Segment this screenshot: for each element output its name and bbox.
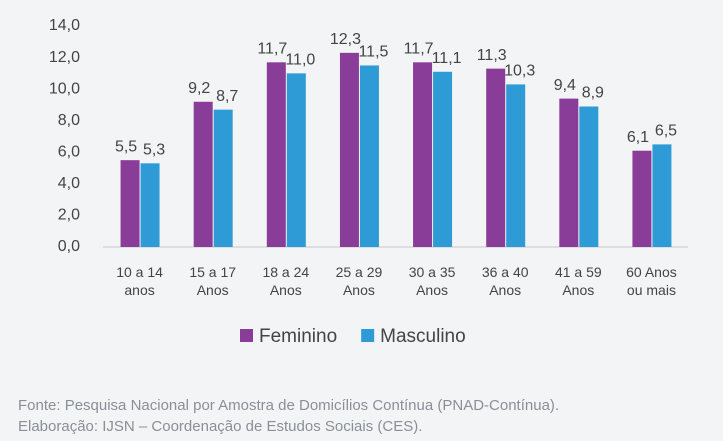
bar [486, 68, 506, 247]
bar [339, 52, 359, 248]
bar [506, 84, 526, 248]
value-label: 6,5 [655, 123, 677, 140]
x-tick-label: 30 a 35 Anos [408, 264, 456, 298]
bar [286, 73, 306, 247]
bar [632, 150, 652, 247]
x-tick-label: 25 a 29 Anos [335, 264, 383, 298]
value-label: 8,7 [216, 88, 238, 105]
value-label: 11,5 [358, 44, 388, 61]
value-label: 9,2 [188, 80, 210, 97]
bar [266, 62, 286, 247]
y-tick-label: 14,0 [49, 17, 80, 34]
bar [359, 65, 379, 247]
x-tick-label: 60 Anos ou mais [626, 264, 677, 298]
bar [213, 109, 233, 248]
value-label: 11,0 [285, 52, 315, 69]
value-label: 12,3 [330, 31, 361, 48]
value-label: 5,5 [115, 138, 137, 155]
source-line: Fonte: Pesquisa Nacional por Amostra de … [18, 397, 560, 414]
y-tick-label: 8,0 [58, 112, 80, 129]
value-label: 5,3 [143, 142, 165, 159]
bar [140, 163, 160, 247]
y-tick-label: 2,0 [58, 207, 80, 224]
value-label: 8,9 [582, 85, 604, 102]
x-tick-label: 41 a 59 Anos [554, 264, 602, 298]
value-label: 11,3 [477, 47, 507, 64]
bar [433, 71, 453, 248]
bar [193, 101, 213, 248]
legend-label: Feminino [259, 326, 337, 347]
y-tick-label: 0,0 [58, 238, 80, 255]
x-tick-label: 10 a 14 anos [116, 264, 163, 298]
value-label: 11,7 [404, 41, 434, 58]
value-label: 11,1 [432, 50, 462, 67]
legend-label: Masculino [380, 326, 466, 347]
bar [559, 98, 579, 247]
x-tick-label: 36 a 40 Anos [481, 264, 529, 298]
y-tick-label: 12,0 [49, 49, 80, 66]
y-tick-label: 4,0 [58, 175, 80, 192]
x-tick-label: 15 a 17 Anos [189, 264, 237, 298]
legend-swatch [240, 329, 253, 342]
value-label: 11,7 [257, 41, 287, 58]
bar [120, 160, 140, 247]
y-tick-label: 6,0 [58, 144, 80, 161]
source-line: Elaboração: IJSN – Coordenação de Estudo… [18, 418, 423, 435]
value-label: 6,1 [627, 129, 649, 146]
value-label: 10,3 [504, 63, 535, 80]
bar [413, 62, 433, 247]
bar [652, 144, 672, 247]
x-tick-label: 18 a 24 Anos [262, 264, 310, 298]
value-label: 9,4 [554, 77, 576, 94]
bar [579, 106, 599, 247]
y-tick-label: 10,0 [49, 80, 80, 97]
legend-swatch [361, 329, 375, 342]
